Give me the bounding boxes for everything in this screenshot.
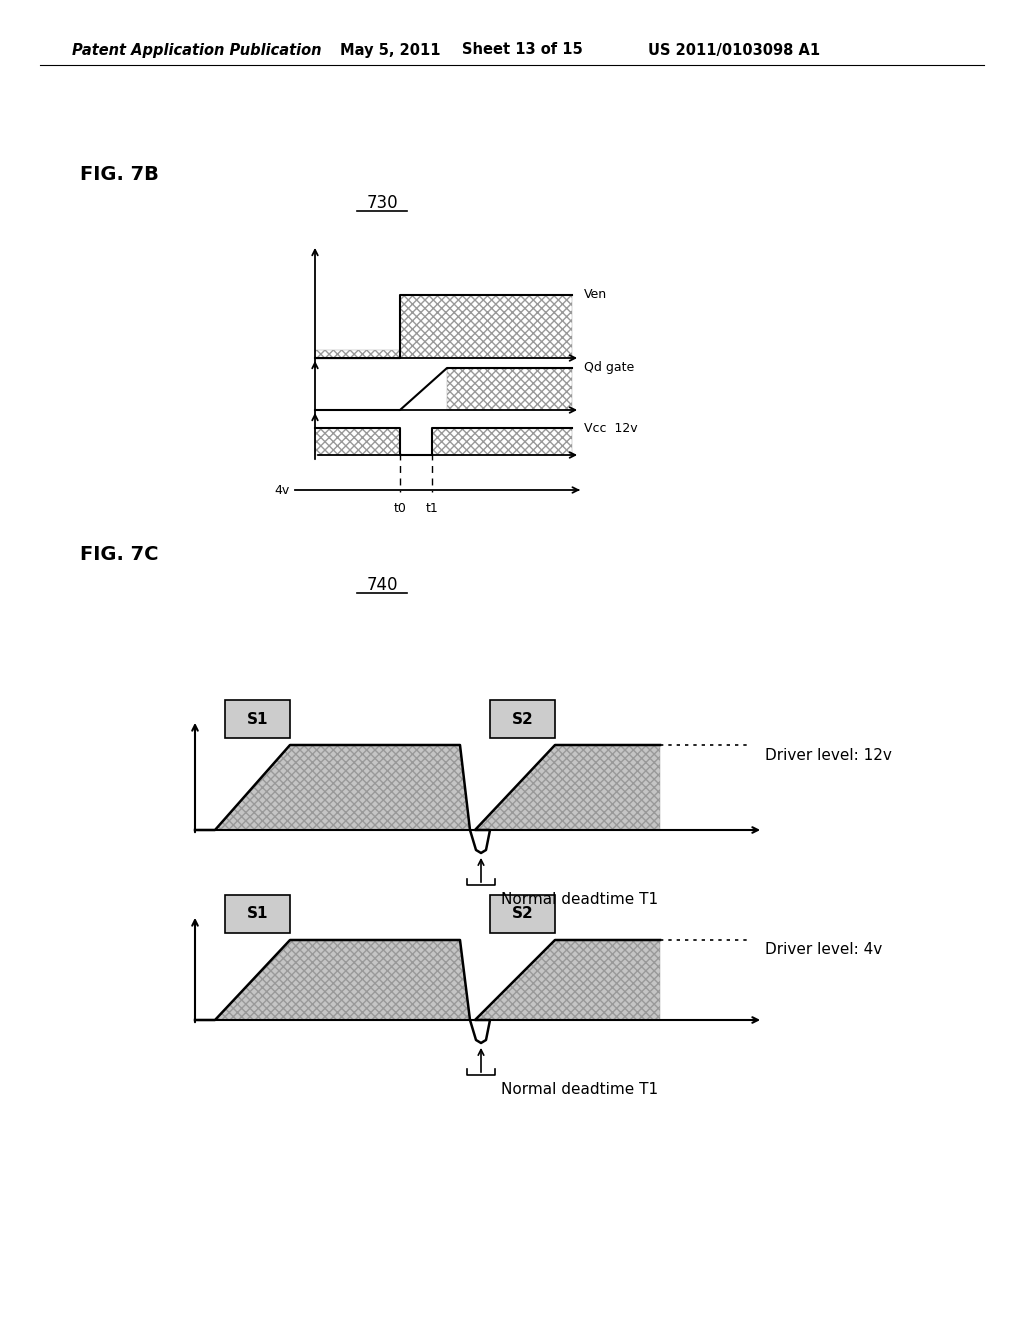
- Text: S1: S1: [247, 907, 268, 921]
- Text: S1: S1: [247, 711, 268, 726]
- Polygon shape: [215, 940, 470, 1020]
- Text: S2: S2: [512, 907, 534, 921]
- Bar: [490, 700, 555, 738]
- Text: May 5, 2011: May 5, 2011: [340, 42, 440, 58]
- Polygon shape: [475, 940, 660, 1020]
- Text: t1: t1: [426, 502, 438, 515]
- Bar: [225, 895, 290, 933]
- Text: 730: 730: [367, 194, 397, 213]
- Text: t0: t0: [393, 502, 407, 515]
- Text: Patent Application Publication: Patent Application Publication: [72, 42, 322, 58]
- Polygon shape: [475, 744, 660, 830]
- Text: Sheet 13 of 15: Sheet 13 of 15: [462, 42, 583, 58]
- Text: Driver level: 4v: Driver level: 4v: [765, 942, 883, 957]
- Text: 740: 740: [367, 576, 397, 594]
- Text: Vcc  12v: Vcc 12v: [584, 421, 638, 434]
- Bar: [225, 700, 290, 738]
- Text: FIG. 7B: FIG. 7B: [80, 165, 159, 185]
- Text: Normal deadtime T1: Normal deadtime T1: [501, 892, 658, 908]
- Text: Driver level: 12v: Driver level: 12v: [765, 747, 892, 763]
- Text: US 2011/0103098 A1: US 2011/0103098 A1: [648, 42, 820, 58]
- Bar: [490, 895, 555, 933]
- Text: FIG. 7C: FIG. 7C: [80, 545, 159, 565]
- Text: Normal deadtime T1: Normal deadtime T1: [501, 1082, 658, 1097]
- Text: 4v: 4v: [274, 483, 290, 496]
- Text: Qd gate: Qd gate: [584, 362, 634, 375]
- Text: S2: S2: [512, 711, 534, 726]
- Polygon shape: [215, 744, 470, 830]
- Text: Ven: Ven: [584, 289, 607, 301]
